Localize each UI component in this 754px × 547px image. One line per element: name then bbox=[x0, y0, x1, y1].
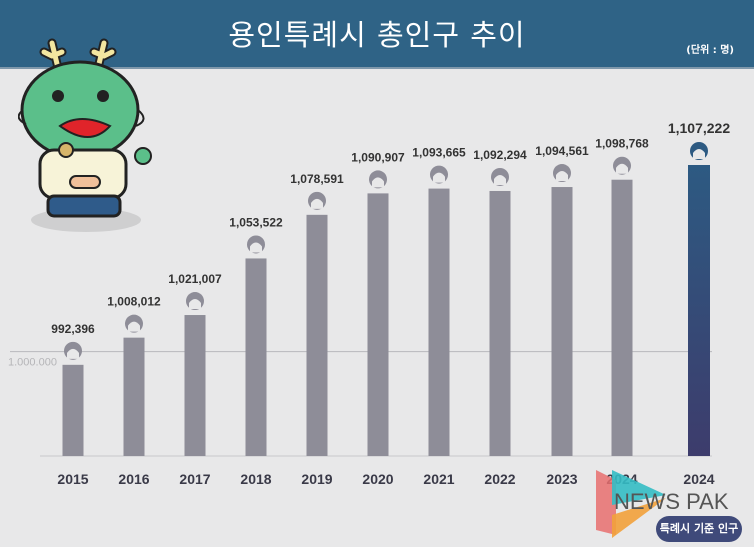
special-city-population-badge: 특례시 기준 인구 bbox=[656, 516, 742, 542]
person-face-icon bbox=[433, 172, 445, 183]
value-label: 992,396 bbox=[51, 322, 95, 336]
reference-line-label: 1.000.000 bbox=[8, 357, 57, 369]
unit-label: (단위 : 명) bbox=[686, 45, 734, 56]
person-face-icon bbox=[556, 171, 568, 182]
bar-2018 bbox=[245, 258, 267, 456]
bar-2021 bbox=[428, 188, 450, 456]
person-face-icon bbox=[67, 348, 79, 359]
bar-2022 bbox=[489, 190, 511, 457]
value-label: 1,078,591 bbox=[290, 172, 344, 186]
news-pak-logo bbox=[596, 470, 666, 538]
bar-2024-b bbox=[688, 165, 710, 456]
value-label: 1,090,907 bbox=[351, 150, 405, 164]
value-label: 1,098,768 bbox=[595, 137, 649, 151]
category-label: 2020 bbox=[362, 471, 393, 487]
category-label: 2018 bbox=[240, 471, 271, 487]
value-label: 1,053,522 bbox=[229, 215, 283, 229]
person-face-icon bbox=[311, 198, 323, 209]
bar-2020 bbox=[367, 193, 389, 456]
title-banner: 용인특례시 총인구 추이 (단위 : 명) bbox=[0, 0, 754, 69]
person-face-icon bbox=[128, 321, 140, 332]
bar-2017 bbox=[184, 315, 206, 456]
value-label: 1,094,561 bbox=[535, 144, 589, 158]
watermark-text: NEWS PAK bbox=[614, 489, 729, 514]
page-title: 용인특례시 총인구 추이 bbox=[228, 18, 526, 52]
category-label: 2024 bbox=[683, 471, 714, 487]
bar-2023 bbox=[551, 187, 573, 456]
person-face-icon bbox=[616, 163, 628, 174]
category-label: 2015 bbox=[57, 471, 88, 487]
bar-2016 bbox=[123, 337, 145, 456]
category-label: 2022 bbox=[484, 471, 515, 487]
bar-2024 bbox=[611, 179, 633, 456]
person-face-icon bbox=[250, 242, 262, 253]
category-label: 2021 bbox=[423, 471, 454, 487]
category-label: 2017 bbox=[179, 471, 210, 487]
value-label: 1,092,294 bbox=[473, 148, 527, 162]
value-label: 1,021,007 bbox=[168, 272, 222, 286]
person-face-icon bbox=[494, 174, 506, 185]
person-face-icon bbox=[189, 299, 201, 310]
dragon-mascot-image bbox=[18, 38, 152, 232]
category-label: 2016 bbox=[118, 471, 149, 487]
bar-2015 bbox=[62, 364, 84, 456]
value-label: 1,107,222 bbox=[668, 120, 730, 136]
value-label: 1,093,665 bbox=[412, 146, 466, 160]
category-label: 2019 bbox=[301, 471, 332, 487]
person-face-icon bbox=[693, 149, 705, 159]
bar-2019 bbox=[306, 214, 328, 456]
value-label: 1,008,012 bbox=[107, 295, 161, 309]
category-label: 2023 bbox=[546, 471, 577, 487]
person-face-icon bbox=[372, 177, 384, 188]
